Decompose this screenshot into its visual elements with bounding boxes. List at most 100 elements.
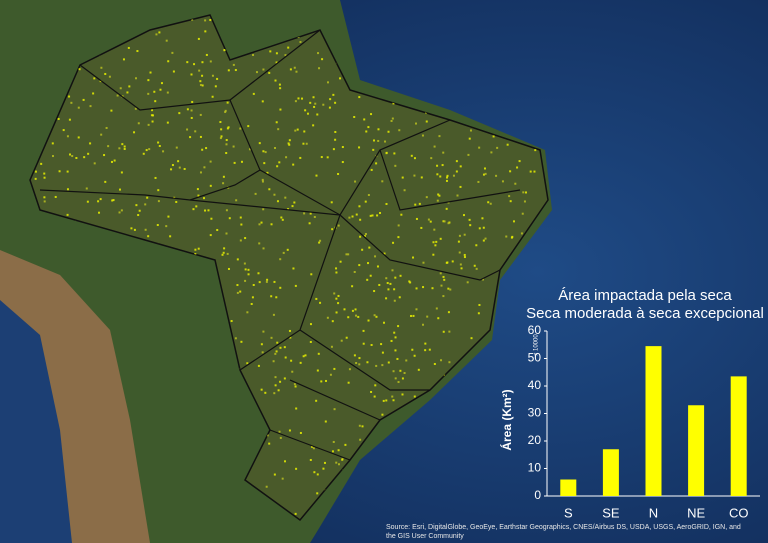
- speckle: [473, 264, 476, 267]
- speckle: [344, 443, 347, 446]
- speckle: [391, 395, 394, 398]
- speckle: [370, 113, 373, 116]
- speckle: [89, 105, 92, 108]
- speckle: [144, 228, 147, 231]
- speckle: [299, 431, 302, 434]
- speckle: [263, 162, 266, 165]
- speckle: [451, 260, 454, 263]
- speckle: [361, 248, 364, 251]
- speckle: [283, 377, 286, 380]
- speckle: [201, 74, 204, 77]
- speckle: [244, 237, 247, 240]
- speckle: [347, 381, 350, 384]
- speckle: [433, 145, 436, 148]
- speckle: [287, 142, 290, 145]
- speckle: [409, 281, 412, 284]
- speckle: [275, 350, 278, 353]
- speckle: [310, 273, 313, 276]
- y-tick-label: 50: [528, 351, 542, 365]
- speckle: [397, 236, 400, 239]
- speckle: [475, 267, 478, 270]
- speckle: [119, 87, 122, 90]
- speckle: [252, 54, 255, 57]
- speckle: [287, 46, 290, 49]
- speckle: [104, 72, 107, 75]
- speckle: [274, 79, 277, 82]
- speckle: [265, 280, 268, 283]
- speckle: [301, 97, 304, 100]
- speckle: [380, 343, 383, 346]
- speckle: [431, 287, 434, 290]
- speckle: [266, 171, 269, 174]
- speckle: [295, 467, 298, 470]
- speckle: [335, 311, 338, 314]
- speckle: [442, 151, 445, 154]
- speckle: [458, 251, 461, 254]
- speckle: [410, 314, 413, 317]
- speckle: [364, 233, 367, 236]
- speckle: [335, 267, 338, 270]
- speckle: [413, 157, 416, 160]
- speckle: [324, 420, 327, 423]
- speckle: [306, 112, 309, 115]
- speckle: [424, 342, 427, 345]
- speckle: [137, 214, 140, 217]
- speckle: [68, 118, 71, 121]
- x-tick-label: CO: [729, 505, 749, 520]
- speckle: [157, 189, 160, 192]
- speckle: [158, 31, 161, 34]
- speckle: [463, 233, 466, 236]
- speckle: [392, 370, 395, 373]
- speckle: [225, 139, 228, 142]
- speckle: [331, 320, 334, 323]
- speckle: [432, 253, 435, 256]
- speckle: [337, 449, 340, 452]
- speckle: [145, 149, 148, 152]
- speckle: [394, 349, 397, 352]
- speckle: [379, 211, 382, 214]
- speckle: [122, 58, 125, 61]
- speckle: [112, 199, 115, 202]
- speckle: [438, 135, 441, 138]
- speckle: [326, 81, 329, 84]
- speckle: [439, 237, 442, 240]
- speckle: [291, 370, 294, 373]
- speckle: [86, 200, 89, 203]
- speckle: [368, 246, 371, 249]
- speckle: [367, 262, 370, 265]
- speckle: [279, 108, 282, 111]
- speckle: [357, 315, 360, 318]
- speckle: [118, 211, 121, 214]
- speckle: [305, 142, 308, 145]
- speckle: [363, 118, 366, 121]
- speckle: [438, 194, 441, 197]
- speckle: [334, 130, 337, 133]
- y-axis-label: Área (Km²): [499, 389, 514, 450]
- speckle: [478, 146, 481, 149]
- speckle: [150, 114, 153, 117]
- speckle: [126, 91, 129, 94]
- speckle: [326, 156, 329, 159]
- speckle: [119, 188, 122, 191]
- speckle: [276, 165, 279, 168]
- speckle: [351, 215, 354, 218]
- speckle: [455, 160, 458, 163]
- speckle: [463, 256, 466, 259]
- speckle: [275, 121, 278, 124]
- chart-subtitle: Seca moderada à seca excepcional: [526, 305, 764, 322]
- speckle: [268, 71, 271, 74]
- speckle: [481, 217, 484, 220]
- speckle: [118, 147, 121, 150]
- speckle: [220, 135, 223, 138]
- speckle: [377, 139, 380, 142]
- speckle: [422, 323, 425, 326]
- pacific-ocean: [0, 300, 72, 543]
- speckle: [353, 354, 356, 357]
- speckle: [251, 296, 254, 299]
- chart-title: Área impactada pela seca: [558, 287, 732, 304]
- speckle: [288, 429, 291, 432]
- speckle: [376, 265, 379, 268]
- speckle: [195, 205, 198, 208]
- speckle: [293, 201, 296, 204]
- speckle: [363, 235, 366, 238]
